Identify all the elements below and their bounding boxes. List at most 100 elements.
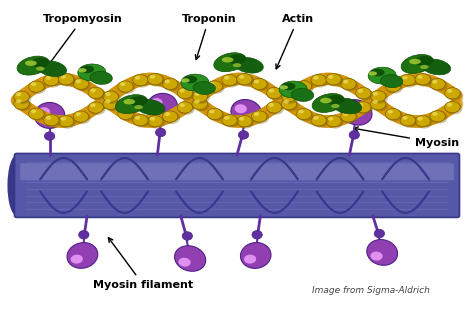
Ellipse shape (341, 79, 358, 91)
Ellipse shape (89, 103, 106, 115)
Ellipse shape (25, 60, 37, 66)
Ellipse shape (228, 54, 246, 64)
Ellipse shape (252, 79, 269, 91)
Ellipse shape (104, 99, 120, 111)
Ellipse shape (208, 109, 225, 121)
Ellipse shape (267, 88, 284, 100)
Ellipse shape (135, 116, 140, 120)
Ellipse shape (447, 89, 452, 93)
FancyBboxPatch shape (20, 163, 454, 180)
Ellipse shape (208, 82, 225, 94)
Ellipse shape (432, 112, 438, 116)
Ellipse shape (103, 98, 118, 109)
Ellipse shape (58, 116, 74, 127)
Ellipse shape (343, 112, 348, 116)
Ellipse shape (328, 117, 334, 121)
Ellipse shape (386, 109, 403, 122)
Ellipse shape (415, 56, 434, 66)
Ellipse shape (59, 74, 76, 86)
Text: Myosin: Myosin (354, 127, 459, 148)
Ellipse shape (16, 92, 21, 96)
Ellipse shape (178, 88, 195, 100)
Ellipse shape (311, 115, 327, 126)
Ellipse shape (254, 112, 259, 116)
Ellipse shape (181, 74, 209, 91)
Ellipse shape (89, 88, 106, 100)
Ellipse shape (349, 131, 359, 139)
Ellipse shape (222, 57, 234, 63)
Ellipse shape (28, 81, 44, 92)
Ellipse shape (320, 98, 332, 103)
Ellipse shape (44, 115, 61, 128)
Ellipse shape (297, 82, 314, 94)
Ellipse shape (283, 100, 289, 104)
Ellipse shape (224, 116, 229, 120)
Ellipse shape (61, 75, 66, 79)
Ellipse shape (120, 82, 126, 86)
Ellipse shape (373, 100, 378, 104)
Ellipse shape (133, 75, 150, 88)
Ellipse shape (298, 110, 304, 113)
Ellipse shape (178, 258, 191, 267)
Ellipse shape (31, 58, 50, 68)
Ellipse shape (45, 132, 55, 140)
Ellipse shape (327, 116, 344, 129)
Ellipse shape (446, 102, 462, 114)
Ellipse shape (296, 81, 311, 92)
Ellipse shape (155, 128, 166, 137)
Ellipse shape (370, 91, 386, 102)
Ellipse shape (192, 98, 208, 109)
Ellipse shape (252, 231, 262, 239)
Ellipse shape (356, 102, 371, 113)
Ellipse shape (341, 100, 372, 125)
Ellipse shape (387, 82, 393, 86)
Ellipse shape (370, 99, 386, 110)
Ellipse shape (88, 102, 103, 113)
Ellipse shape (381, 75, 403, 87)
Ellipse shape (73, 78, 89, 89)
Ellipse shape (445, 101, 460, 113)
Ellipse shape (61, 117, 66, 121)
Ellipse shape (400, 74, 416, 86)
Ellipse shape (182, 232, 192, 240)
Ellipse shape (209, 109, 215, 113)
Ellipse shape (237, 116, 252, 127)
Ellipse shape (252, 112, 269, 124)
Ellipse shape (313, 76, 319, 80)
Ellipse shape (150, 117, 155, 121)
Ellipse shape (238, 131, 249, 139)
Ellipse shape (252, 78, 267, 90)
Ellipse shape (332, 98, 362, 114)
Ellipse shape (17, 56, 49, 75)
Ellipse shape (269, 103, 274, 107)
Ellipse shape (371, 251, 383, 261)
Ellipse shape (417, 75, 423, 79)
Ellipse shape (267, 102, 284, 115)
Ellipse shape (147, 116, 163, 127)
Ellipse shape (193, 82, 215, 95)
Ellipse shape (214, 53, 246, 72)
Ellipse shape (430, 111, 447, 124)
Ellipse shape (90, 103, 96, 107)
Ellipse shape (239, 117, 244, 121)
Ellipse shape (35, 103, 65, 128)
Ellipse shape (37, 61, 66, 77)
Ellipse shape (118, 81, 133, 92)
Ellipse shape (252, 111, 267, 122)
Ellipse shape (331, 104, 339, 108)
Ellipse shape (180, 103, 185, 107)
Ellipse shape (194, 92, 200, 96)
Ellipse shape (266, 102, 282, 113)
Ellipse shape (400, 115, 416, 126)
Ellipse shape (79, 231, 89, 239)
Ellipse shape (222, 115, 239, 128)
Ellipse shape (207, 81, 222, 92)
Ellipse shape (447, 103, 452, 107)
Ellipse shape (103, 91, 118, 102)
Ellipse shape (224, 76, 229, 80)
Ellipse shape (120, 109, 126, 113)
Ellipse shape (239, 75, 244, 79)
Text: Tropomyosin: Tropomyosin (43, 14, 122, 66)
Ellipse shape (235, 104, 247, 113)
Ellipse shape (46, 116, 51, 120)
